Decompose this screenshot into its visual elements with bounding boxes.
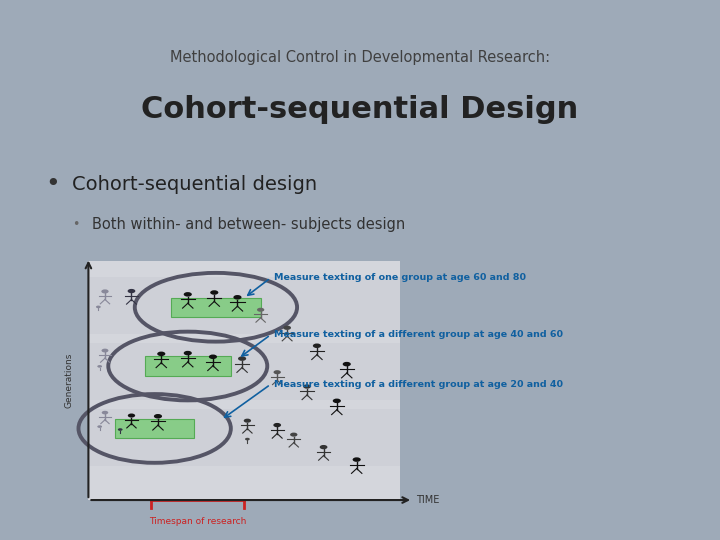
- Circle shape: [353, 457, 361, 462]
- Circle shape: [233, 295, 241, 300]
- Circle shape: [290, 433, 297, 437]
- Bar: [89, 277, 400, 334]
- Circle shape: [238, 356, 246, 361]
- Bar: [89, 261, 400, 500]
- Circle shape: [343, 362, 351, 366]
- Text: Cohort-sequential Design: Cohort-sequential Design: [141, 95, 579, 124]
- Bar: [115, 419, 194, 438]
- Circle shape: [283, 326, 291, 330]
- Circle shape: [118, 428, 122, 431]
- Circle shape: [102, 289, 109, 293]
- Circle shape: [154, 414, 162, 418]
- Text: Timespan of research: Timespan of research: [149, 517, 246, 525]
- Text: Measure texting of one group at age 60 and 80: Measure texting of one group at age 60 a…: [274, 273, 526, 282]
- Circle shape: [243, 418, 251, 423]
- Text: Measure texting of a different group at age 40 and 60: Measure texting of a different group at …: [274, 330, 563, 339]
- Text: Methodological Control in Developmental Research:: Methodological Control in Developmental …: [170, 50, 550, 65]
- Circle shape: [274, 370, 281, 374]
- Circle shape: [157, 352, 166, 356]
- Bar: [89, 343, 400, 400]
- Bar: [171, 298, 261, 317]
- Circle shape: [320, 445, 328, 449]
- Circle shape: [184, 351, 192, 355]
- Bar: [145, 356, 231, 375]
- Circle shape: [97, 365, 102, 368]
- Circle shape: [333, 399, 341, 403]
- Text: •: •: [45, 172, 60, 196]
- Text: Cohort-sequential design: Cohort-sequential design: [72, 175, 317, 194]
- Circle shape: [245, 438, 250, 441]
- Text: Both within- and between- subjects design: Both within- and between- subjects desig…: [91, 217, 405, 232]
- Text: •: •: [72, 218, 79, 231]
- Circle shape: [127, 289, 135, 293]
- Text: TIME: TIME: [416, 495, 440, 505]
- Circle shape: [102, 349, 109, 353]
- Circle shape: [127, 414, 135, 417]
- Circle shape: [257, 308, 264, 312]
- Circle shape: [184, 292, 192, 296]
- Circle shape: [313, 343, 321, 348]
- Circle shape: [274, 423, 281, 427]
- Text: Measure texting of a different group at age 20 and 40: Measure texting of a different group at …: [274, 380, 563, 389]
- Bar: [89, 409, 400, 466]
- Text: Generations: Generations: [64, 353, 73, 408]
- Circle shape: [210, 291, 218, 295]
- Circle shape: [209, 355, 217, 359]
- Circle shape: [97, 426, 102, 428]
- Circle shape: [102, 411, 108, 414]
- Circle shape: [96, 306, 101, 308]
- Circle shape: [303, 384, 311, 389]
